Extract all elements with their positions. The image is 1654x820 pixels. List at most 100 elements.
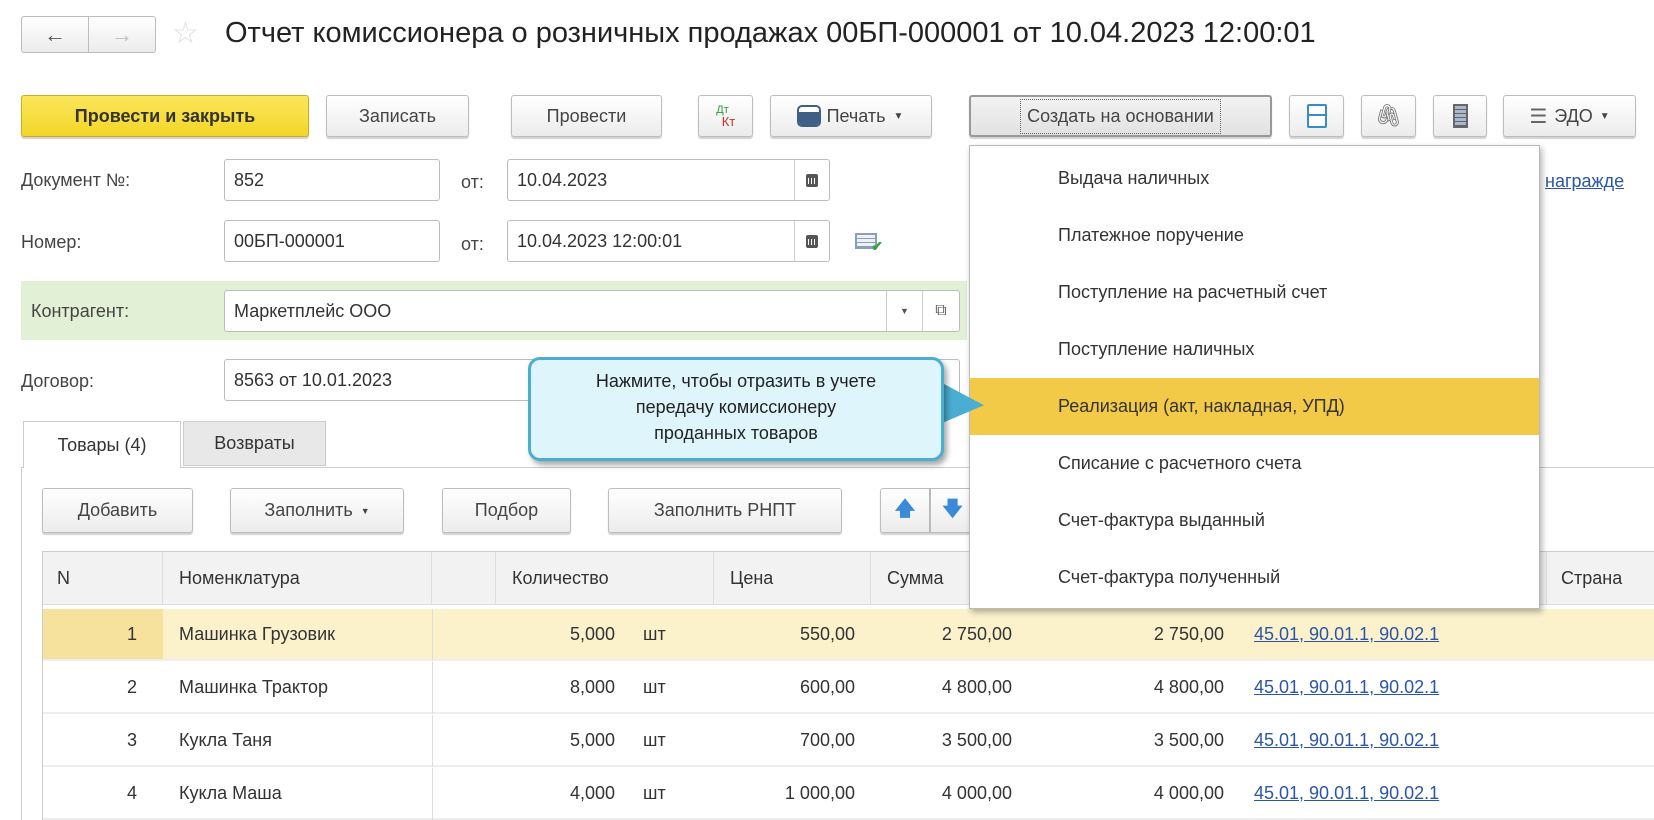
tooltip-line: передачу комиссионеру — [635, 397, 837, 417]
print-button[interactable]: Печать ▼ — [770, 95, 932, 137]
col-qty[interactable]: Количество — [496, 552, 714, 605]
fill-label: Заполнить — [264, 500, 353, 520]
calendar-button[interactable] — [794, 160, 829, 200]
col-price[interactable]: Цена — [714, 552, 871, 605]
cell-unit: шт — [643, 623, 666, 644]
cell-unit: шт — [643, 782, 666, 803]
menu-item[interactable]: Поступление наличных — [1058, 339, 1255, 359]
paperclip-icon: 🖇 — [1374, 103, 1403, 128]
back-button[interactable]: ← — [21, 16, 89, 53]
list-icon — [1452, 104, 1468, 128]
cell-accounts[interactable]: 45.01, 90.01.1, 90.02.1 — [1254, 676, 1440, 697]
create-based-label: Создать на основании — [1020, 98, 1221, 134]
table-row[interactable]: 4 Кукла Маша 4,000 шт 1 000,00 4 000,00 4 000,… — [43, 768, 1654, 820]
tooltip-line: Нажмите, чтобы отразить в учете — [595, 371, 877, 391]
column-divider — [432, 662, 433, 714]
cell-qty: 8,000 — [569, 676, 615, 697]
cell-price: 700,00 — [799, 729, 855, 750]
cell-n: 4 — [126, 782, 137, 803]
create-based-on-button[interactable]: Создать на основании — [969, 95, 1272, 137]
column-divider — [432, 715, 433, 767]
col-n[interactable]: N — [43, 552, 163, 605]
table-row[interactable]: 1 Машинка Грузовик 5,000 шт 550,00 2 750,00 2 … — [43, 609, 1654, 661]
cell-n: 1 — [126, 623, 137, 644]
post-button[interactable]: Провести — [511, 95, 662, 137]
open-window-icon: ⧉ — [935, 302, 947, 319]
cell-qty: 5,000 — [569, 623, 615, 644]
list-button[interactable] — [1433, 95, 1487, 137]
menu-item[interactable]: Списание с расчетного счета — [1058, 453, 1302, 473]
open-button[interactable]: ⧉ — [922, 291, 959, 331]
tab-returns[interactable]: Возвраты — [183, 421, 326, 466]
dt-kt-button[interactable]: Дт Кт — [698, 95, 753, 137]
doc-no-input[interactable]: 852 — [224, 159, 440, 201]
cell-accounts[interactable]: 45.01, 90.01.1, 90.02.1 — [1254, 729, 1440, 750]
pick-button[interactable]: Подбор — [442, 488, 571, 533]
hierarchy-icon — [1306, 104, 1327, 128]
structure-button[interactable] — [1289, 95, 1344, 137]
cell-sum: 2 750,00 — [941, 623, 1012, 644]
tooltip-arrow — [938, 380, 984, 432]
menu-item[interactable]: Реализация (акт, накладная, УПД) — [970, 378, 1539, 435]
cell-sum2: 4 000,00 — [1153, 782, 1224, 803]
cell-item: Машинка Грузовик — [179, 623, 336, 644]
cell-price: 1 000,00 — [784, 782, 855, 803]
number-input[interactable]: 00БП-000001 — [224, 220, 440, 262]
chevron-down-icon: ▼ — [893, 110, 904, 122]
doc-date-value: 10.04.2023 — [517, 169, 608, 190]
tooltip-line: проданных товаров — [654, 423, 818, 443]
calendar-button[interactable] — [794, 221, 829, 261]
counterparty-input[interactable]: Маркетплейс ООО ▼ ⧉ — [224, 290, 960, 332]
column-divider — [432, 609, 433, 661]
cell-qty: 5,000 — [569, 729, 615, 750]
calendar-icon — [806, 173, 818, 187]
counterparty-value: Маркетплейс ООО — [234, 300, 392, 321]
tab-returns-label: Возвраты — [214, 433, 295, 453]
col-blank — [432, 552, 496, 605]
cell-accounts[interactable]: 45.01, 90.01.1, 90.02.1 — [1254, 782, 1440, 803]
document-approved-icon[interactable]: ✔ — [855, 233, 883, 254]
tab-panel-border — [21, 467, 1654, 820]
attach-button[interactable]: 🖇 — [1361, 95, 1416, 137]
cell-item: Кукла Маша — [179, 782, 282, 803]
menu-item[interactable]: Выдача наличных — [1058, 168, 1210, 188]
save-button[interactable]: Записать — [326, 95, 469, 137]
col-country[interactable]: Страна — [1546, 552, 1654, 605]
arrow-up-icon: 🡅 — [894, 497, 916, 520]
fill-button[interactable]: Заполнить ▼ — [230, 488, 404, 533]
forward-button[interactable]: → — [88, 16, 156, 53]
edo-label: ЭДО — [1554, 105, 1593, 126]
column-divider — [432, 768, 433, 820]
table-row[interactable]: 3 Кукла Таня 5,000 шт 700,00 3 500,00 3 500,00… — [43, 715, 1654, 767]
col-item[interactable]: Номенклатура — [163, 552, 432, 605]
page-title: Отчет комиссионера о розничных продажах … — [225, 17, 1316, 49]
row-selector — [43, 609, 163, 659]
contract-value: 8563 от 10.01.2023 — [234, 369, 392, 390]
chevron-down-icon: ▼ — [360, 505, 370, 516]
menu-item[interactable]: Счет-фактура полученный — [1058, 567, 1281, 587]
number-date-value: 10.04.2023 12:00:01 — [517, 230, 683, 251]
menu-item[interactable]: Поступление на расчетный счет — [1058, 282, 1328, 302]
move-up-button[interactable]: 🡅 — [880, 488, 930, 533]
doc-date-input[interactable]: 10.04.2023 — [507, 159, 830, 201]
tab-goods-label: Товары (4) — [57, 434, 147, 455]
create-based-on-menu: Выдача наличных Платежное поручение Поступ… — [969, 145, 1540, 609]
cell-qty: 4,000 — [569, 782, 615, 803]
kt-label: Кт — [721, 114, 736, 129]
dropdown-button[interactable]: ▼ — [886, 291, 922, 331]
add-button[interactable]: Добавить — [42, 488, 193, 533]
star-icon[interactable]: ☆ — [172, 17, 199, 50]
menu-item[interactable]: Счет-фактура выданный — [1058, 510, 1265, 530]
table-row[interactable]: 2 Машинка Трактор 8,000 шт 600,00 4 800,00 4 8… — [43, 662, 1654, 714]
cell-price: 600,00 — [799, 676, 855, 697]
edo-button[interactable]: ☰ ЭДО ▼ — [1503, 95, 1636, 137]
number-date-input[interactable]: 10.04.2023 12:00:01 — [507, 220, 830, 262]
cell-accounts[interactable]: 45.01, 90.01.1, 90.02.1 — [1254, 623, 1440, 644]
reward-link[interactable]: награжде — [1545, 171, 1625, 191]
tab-goods[interactable]: Товары (4) — [23, 421, 181, 468]
fill-rnpt-button[interactable]: Заполнить РНПТ — [608, 488, 842, 533]
menu-item[interactable]: Платежное поручение — [1058, 225, 1244, 245]
cell-sum2: 2 750,00 — [1153, 623, 1224, 644]
post-and-close-button[interactable]: Провести и закрыть — [21, 95, 309, 137]
cell-sum: 3 500,00 — [941, 729, 1012, 750]
